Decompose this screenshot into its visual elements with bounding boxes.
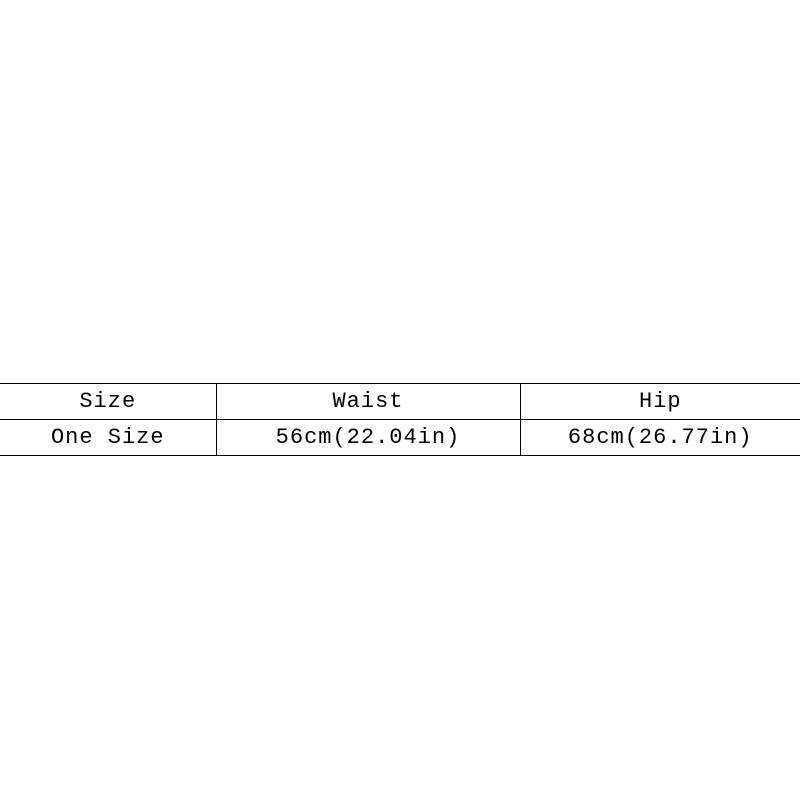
table-header-row: Size Waist Hip bbox=[0, 384, 800, 420]
header-size: Size bbox=[0, 384, 216, 420]
header-waist: Waist bbox=[216, 384, 520, 420]
cell-hip: 68cm(26.77in) bbox=[520, 420, 800, 456]
table-row: One Size 56cm(22.04in) 68cm(26.77in) bbox=[0, 420, 800, 456]
cell-waist: 56cm(22.04in) bbox=[216, 420, 520, 456]
cell-size: One Size bbox=[0, 420, 216, 456]
size-chart-table: Size Waist Hip One Size 56cm(22.04in) 68… bbox=[0, 383, 800, 456]
size-chart-container: Size Waist Hip One Size 56cm(22.04in) 68… bbox=[0, 383, 800, 456]
header-hip: Hip bbox=[520, 384, 800, 420]
